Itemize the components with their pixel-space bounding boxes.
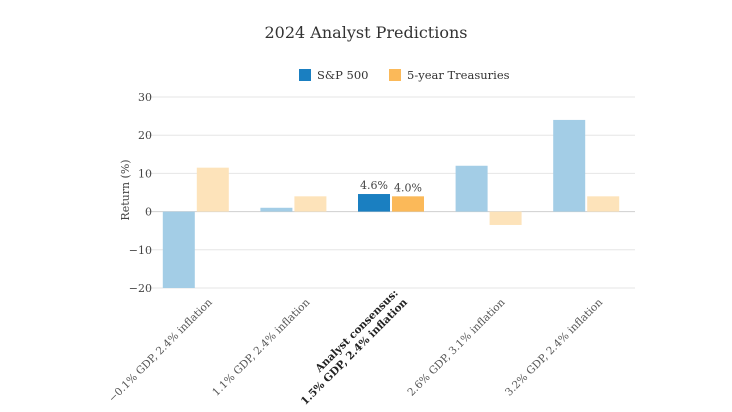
y-tick-label: 20 bbox=[138, 129, 152, 142]
y-axis-title: Return (%) bbox=[119, 159, 132, 220]
y-tick-label: 30 bbox=[138, 91, 152, 104]
bar-sp500-2 bbox=[358, 194, 390, 212]
x-category-label: 2.6% GDP, 3.1% inflation bbox=[405, 296, 507, 398]
legend: S&P 500 5-year Treasuries bbox=[299, 68, 510, 82]
y-tick-label: −10 bbox=[129, 244, 152, 257]
y-axis-ticks: 30 20 10 0 −10 −20 bbox=[129, 91, 152, 295]
bar-treasuries-1 bbox=[294, 196, 327, 212]
bars bbox=[162, 119, 620, 288]
x-category-line: 3.2% GDP, 2.4% inflation bbox=[503, 296, 605, 398]
y-tick-label: −20 bbox=[129, 282, 152, 295]
x-category-label: 3.2% GDP, 2.4% inflation bbox=[503, 296, 605, 398]
legend-swatch-sp500 bbox=[299, 69, 311, 81]
legend-label-treasuries: 5-year Treasuries bbox=[407, 68, 510, 82]
data-labels: 4.6% 4.0% bbox=[360, 179, 422, 194]
data-label-sp500: 4.6% bbox=[360, 179, 388, 192]
bar-sp500-1 bbox=[260, 207, 293, 212]
bar-treasuries-0 bbox=[196, 167, 229, 212]
x-category-line: 2.6% GDP, 3.1% inflation bbox=[405, 296, 507, 398]
x-category-line: 1.1% GDP, 2.4% inflation bbox=[210, 296, 312, 398]
x-category-label: −0.1% GDP, 2.4% inflation bbox=[106, 296, 215, 405]
bar-sp500-4 bbox=[553, 119, 586, 212]
chart-title: 2024 Analyst Predictions bbox=[265, 23, 468, 42]
x-category-line: −0.1% GDP, 2.4% inflation bbox=[106, 296, 215, 405]
y-tick-label: 10 bbox=[138, 167, 152, 180]
legend-label-sp500: S&P 500 bbox=[317, 68, 368, 82]
legend-swatch-treasuries bbox=[389, 69, 401, 81]
bar-treasuries-3 bbox=[489, 211, 522, 225]
x-category-label: 1.1% GDP, 2.4% inflation bbox=[210, 296, 312, 398]
bar-sp500-0 bbox=[162, 211, 195, 288]
data-label-treasuries: 4.0% bbox=[394, 181, 422, 194]
x-category-line: Analyst consensus: bbox=[313, 287, 401, 375]
bar-treasuries-2 bbox=[392, 196, 424, 212]
bar-sp500-3 bbox=[455, 165, 488, 212]
y-tick-label: 0 bbox=[145, 206, 152, 219]
x-category-line: 1.5% GDP, 2.4% inflation bbox=[299, 296, 410, 407]
bar-treasuries-4 bbox=[587, 196, 620, 212]
